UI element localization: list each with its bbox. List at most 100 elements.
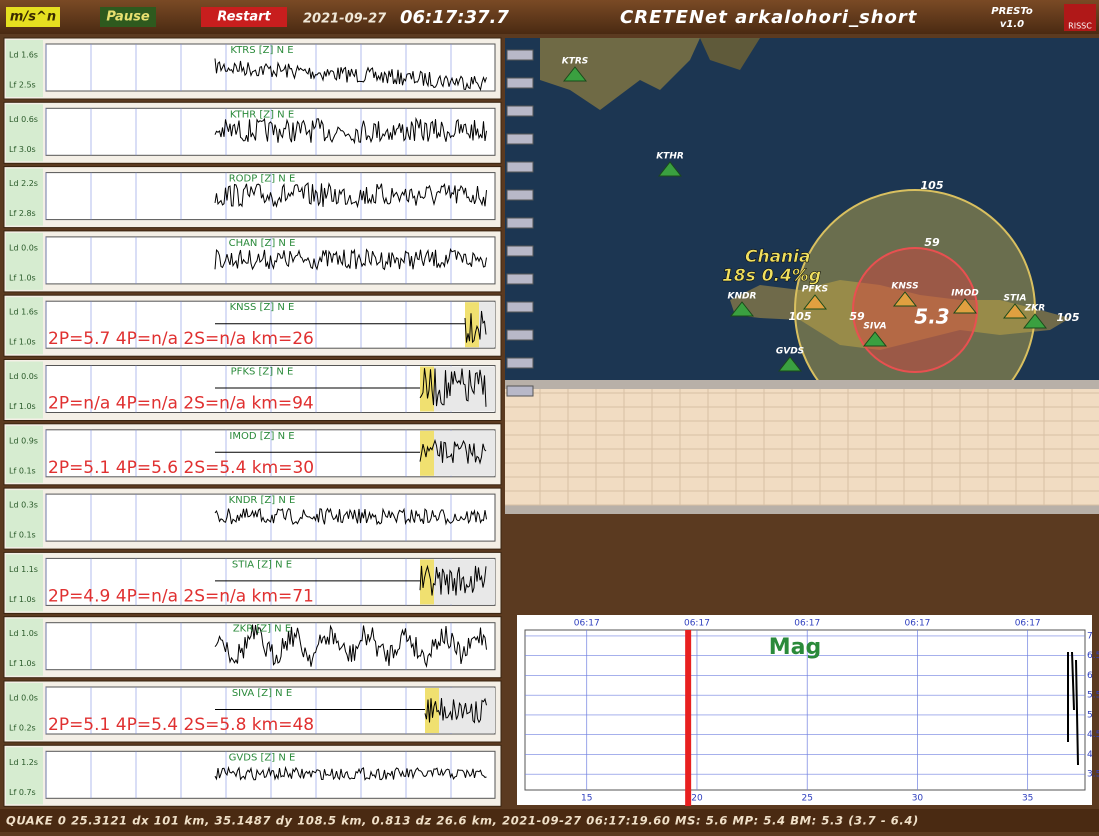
station-name: KNSS bbox=[891, 282, 918, 292]
toolbar bbox=[0, 0, 1099, 34]
pick-info: 2P=n/a 4P=n/a 2S=n/a km=94 bbox=[48, 394, 314, 414]
y-tick-label: 6 bbox=[1087, 671, 1093, 681]
y-tick-label: 7 bbox=[1087, 631, 1093, 641]
scale-tag bbox=[507, 218, 533, 228]
magnitude: 5.3 bbox=[914, 305, 949, 329]
ld-label: Ld 1.6s bbox=[9, 51, 38, 60]
station-label: GVDS [Z] N E bbox=[229, 752, 296, 763]
top-label: 06:17 bbox=[904, 619, 930, 629]
station-name: KNDR bbox=[728, 292, 757, 302]
status: QUAKE 0 25.3121 dx 101 km, 35.1487 dy 10… bbox=[6, 814, 919, 828]
ld-label: Ld 0.0s bbox=[9, 372, 38, 381]
x-tick-label: 15 bbox=[581, 794, 592, 804]
lf-label: Lf 1.0s bbox=[9, 659, 36, 668]
ld-label: Ld 2.2s bbox=[9, 179, 38, 188]
ring-label: 59 bbox=[849, 310, 865, 323]
event-marker bbox=[685, 630, 691, 806]
station-name: KTHR bbox=[656, 152, 684, 162]
station-label: RODP [Z] N E bbox=[229, 174, 296, 185]
scale-tag bbox=[507, 78, 533, 88]
scale-tag bbox=[507, 246, 533, 256]
ld-label: Ld 0.0s bbox=[9, 694, 38, 703]
y-tick-label: 4 bbox=[1087, 750, 1093, 760]
scale-tag bbox=[507, 274, 533, 284]
ld-label: Ld 1.2s bbox=[9, 758, 38, 767]
station-name: STIA bbox=[1004, 294, 1027, 304]
scale-tag bbox=[507, 134, 533, 144]
station-name: ZKR bbox=[1024, 304, 1046, 314]
city-info: 18s 0.4%g bbox=[722, 266, 821, 286]
x-tick-label: 20 bbox=[691, 794, 703, 804]
station-name: KTRS bbox=[562, 57, 589, 67]
station-label: ZKR [Z] N E bbox=[233, 624, 291, 635]
scale-tag bbox=[507, 190, 533, 200]
scale-tag bbox=[507, 330, 533, 340]
station-label: KTHR [Z] N E bbox=[230, 109, 294, 120]
ld-label: Ld 1.0s bbox=[9, 629, 38, 638]
lf-label: Lf 2.5s bbox=[9, 81, 36, 90]
ring-label: 59 bbox=[924, 236, 940, 249]
y-tick-label: 3.5 bbox=[1087, 770, 1099, 780]
city: Chania bbox=[745, 247, 810, 267]
lf-label: Lf 1.0s bbox=[9, 595, 36, 604]
station-name: PFKS bbox=[802, 285, 828, 295]
top-label: 06:17 bbox=[684, 619, 710, 629]
pick-info: 2P=5.1 4P=5.6 2S=5.4 km=30 bbox=[48, 458, 314, 478]
top-label: 06:17 bbox=[574, 619, 600, 629]
ld-label: Ld 0.0s bbox=[9, 243, 38, 252]
ld-label: Ld 1.6s bbox=[9, 308, 38, 317]
ring-label: 105 bbox=[921, 179, 944, 192]
lf-label: Lf 1.0s bbox=[9, 402, 36, 411]
ld-label: Ld 0.3s bbox=[9, 501, 38, 510]
scale-tag bbox=[507, 162, 533, 172]
ring-label: 105 bbox=[789, 310, 812, 323]
station-label: SIVA [Z] N E bbox=[232, 688, 292, 699]
lf-label: Lf 3.0s bbox=[9, 145, 36, 154]
button[interactable]: Restart bbox=[217, 10, 271, 25]
scale-tag bbox=[507, 50, 533, 60]
scale-tag bbox=[507, 358, 533, 368]
scale-tag bbox=[507, 386, 533, 396]
station-label: IMOD [Z] N E bbox=[229, 431, 294, 442]
time: 06:17:37.7 bbox=[400, 7, 509, 28]
station-name: SIVA bbox=[863, 322, 886, 332]
pick-info: 2P=4.9 4P=n/a 2S=n/a km=71 bbox=[48, 586, 314, 606]
y-tick-label: 4.5 bbox=[1087, 730, 1099, 740]
lf-label: Lf 0.1s bbox=[9, 531, 36, 540]
button[interactable]: Pause bbox=[106, 10, 149, 25]
station-label: KTRS [Z] N E bbox=[230, 45, 293, 56]
lf-label: Lf 0.1s bbox=[9, 466, 36, 475]
lf-label: Lf 1.0s bbox=[9, 273, 36, 282]
lf-label: Lf 0.2s bbox=[9, 724, 36, 733]
station-label: STIA [Z] N E bbox=[232, 559, 292, 570]
x-tick-label: 30 bbox=[912, 794, 924, 804]
station-label: CHAN [Z] N E bbox=[229, 238, 296, 249]
lf-label: Lf 0.7s bbox=[9, 788, 36, 797]
top-label: 06:17 bbox=[794, 619, 820, 629]
page: {"toolbar": {"buttons": ["m/s^n", "Pause… bbox=[0, 0, 1099, 832]
ring-label: 105 bbox=[1057, 311, 1080, 324]
lf-label: Lf 2.8s bbox=[9, 209, 36, 218]
y-tick-label: 6.5 bbox=[1087, 651, 1099, 661]
station-name: GVDS bbox=[776, 347, 804, 357]
pick-info: 2P=5.1 4P=5.4 2S=5.8 km=48 bbox=[48, 715, 314, 735]
date: 2021-09-27 bbox=[303, 12, 387, 27]
top-label: 06:17 bbox=[1015, 619, 1041, 629]
station-label: PFKS [Z] N E bbox=[231, 367, 294, 378]
chart-title: Mag bbox=[769, 635, 822, 660]
lf-label: Lf 1.0s bbox=[9, 338, 36, 347]
logo: RISSC bbox=[1068, 22, 1092, 31]
button[interactable]: m/s^n bbox=[10, 10, 56, 25]
station-label: KNSS [Z] N E bbox=[230, 302, 295, 313]
scale-tag bbox=[507, 302, 533, 312]
scale-tag bbox=[507, 106, 533, 116]
y-tick-label: 5 bbox=[1087, 710, 1093, 720]
ld-label: Ld 0.9s bbox=[9, 436, 38, 445]
version: PRESTo bbox=[991, 6, 1033, 17]
ld-label: Ld 1.1s bbox=[9, 565, 38, 574]
x-tick-label: 35 bbox=[1022, 794, 1033, 804]
app-title: CRETENet arkalohori_short bbox=[620, 7, 918, 28]
station-name: IMOD bbox=[951, 289, 979, 299]
